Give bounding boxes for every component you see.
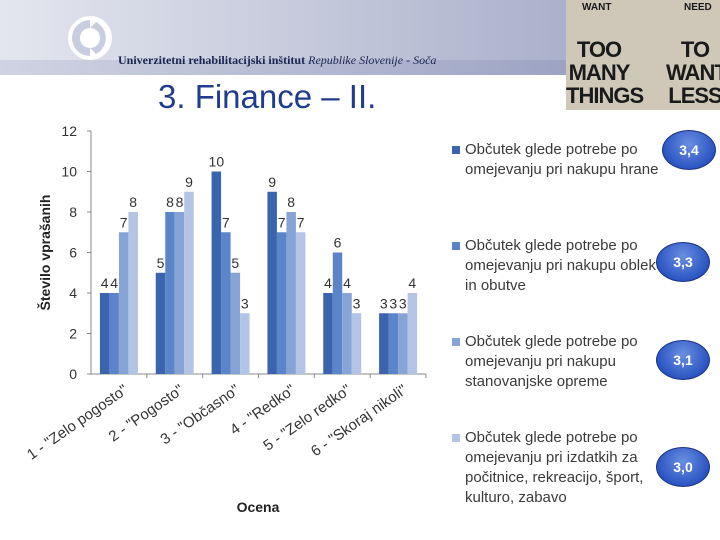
data-label: 3 [241,295,249,311]
bar [240,313,250,374]
bar [342,293,352,374]
bar [398,313,408,374]
poster-image: WANT NEED TOO MANY THINGS TO WANT LESS [566,0,720,110]
y-tick-label: 12 [61,123,77,139]
score-badge: 3,0 [656,447,710,487]
bar [155,272,166,374]
bar [379,313,389,374]
legend-swatch [452,434,460,442]
bar [323,293,333,374]
bar [276,232,287,374]
bar [295,232,306,374]
data-label: 4 [343,275,351,291]
poster-right-line: WANT [666,60,720,85]
data-label: 5 [157,255,165,271]
bar [128,212,138,374]
y-tick-label: 0 [69,366,77,382]
data-label: 7 [222,214,230,230]
data-label: 4 [408,275,416,291]
data-label: 10 [209,154,225,170]
y-tick-label: 8 [69,204,77,220]
data-label: 3 [380,295,388,311]
y-tick-label: 6 [69,245,77,261]
data-label: 6 [334,235,342,251]
data-label: 7 [120,214,128,230]
legend-label: Občutek glede potrebe po omejevanju pri … [465,429,644,506]
bar [230,272,241,374]
legend-swatch [452,146,460,154]
x-axis-title: Ocena [237,499,280,515]
x-tick-label: 1 - "Zelo pogosto" [24,381,131,463]
legend-label: Občutek glede potrebe po omejevanju pri … [465,237,665,294]
data-label: 7 [278,214,286,230]
institute-name-italic: Republike Slovenije - Soča [308,53,437,67]
data-label: 8 [129,194,137,210]
data-label: 3 [353,295,361,311]
poster-right-text: TO WANT LESS [666,38,720,107]
bar [211,171,222,374]
poster-left-line: TOO [576,37,622,62]
score-badge: 3,4 [662,130,716,170]
y-tick-label: 4 [69,285,77,301]
bar [332,252,343,374]
data-label: 7 [297,214,305,230]
x-tick-label: 6 - "Skoraj nikoli" [308,381,410,460]
data-label: 8 [176,194,184,210]
data-label: 8 [287,194,295,210]
y-tick-label: 2 [69,326,77,342]
data-label: 3 [389,295,397,311]
bar [99,293,110,374]
y-axis-title: Število vprašanih [36,195,53,311]
poster-need-label: NEED [684,2,712,13]
bar [286,212,296,374]
bar [118,232,129,374]
poster-left-line: THINGS [566,83,644,108]
bar [184,191,194,374]
score-badge: 3,3 [656,242,710,282]
poster-right-line: TO [680,37,710,62]
y-tick-label: 10 [61,164,77,180]
poster-left-text: TOO MANY THINGS [566,37,644,108]
poster-right-line: LESS [668,83,720,108]
bar [109,293,119,374]
legend-label: Občutek glede potrebe po omejevanju pri … [465,141,659,178]
bar [267,191,277,374]
bar [388,313,399,374]
legend-swatch [452,338,460,346]
header-stripe [0,60,720,75]
page-title: 3. Finance – II. [158,78,377,115]
data-label: 5 [231,255,239,271]
data-label: 9 [185,174,193,190]
institute-name-bold: Univerzitetni rehabilitacijski inštitut [118,53,306,67]
bar [221,232,231,374]
bar [174,212,185,374]
data-label: 3 [399,295,407,311]
bar [407,293,418,374]
data-label: 9 [268,174,276,190]
score-badge: 3,1 [656,340,710,380]
legend-label: Občutek glede potrebe po omejevanju pri … [465,333,638,390]
institute-name: Univerzitetni rehabilitacijski inštitut … [118,53,436,68]
poster-left-line: MANY [568,60,631,85]
bar [165,212,175,374]
data-label: 4 [101,275,109,291]
poster-want-label: WANT [582,2,612,13]
data-label: 4 [110,275,118,291]
bar [351,313,362,374]
data-label: 8 [166,194,174,210]
data-label: 4 [324,275,332,291]
legend-swatch [452,242,460,250]
institute-logo-icon [68,16,112,60]
